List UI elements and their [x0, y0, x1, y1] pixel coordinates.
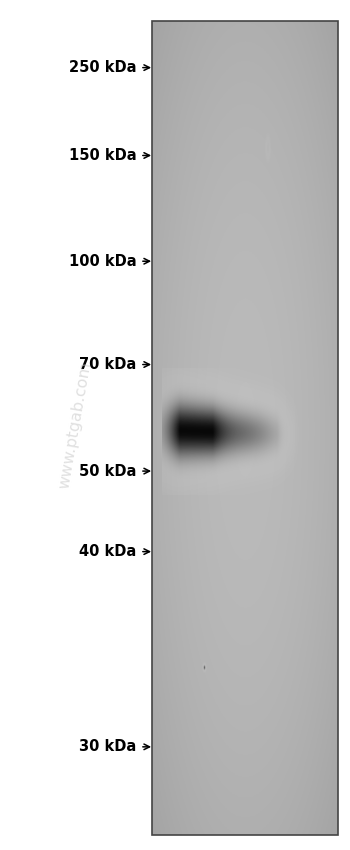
- Text: www.ptgab.com: www.ptgab.com: [57, 360, 94, 490]
- Bar: [152, 21, 338, 835]
- Text: 100 kDa: 100 kDa: [69, 253, 136, 269]
- Text: 150 kDa: 150 kDa: [69, 148, 136, 163]
- Text: 70 kDa: 70 kDa: [79, 357, 136, 372]
- Text: 250 kDa: 250 kDa: [69, 60, 136, 75]
- Text: 30 kDa: 30 kDa: [79, 740, 136, 754]
- Text: 40 kDa: 40 kDa: [79, 544, 136, 559]
- Text: 50 kDa: 50 kDa: [79, 463, 136, 479]
